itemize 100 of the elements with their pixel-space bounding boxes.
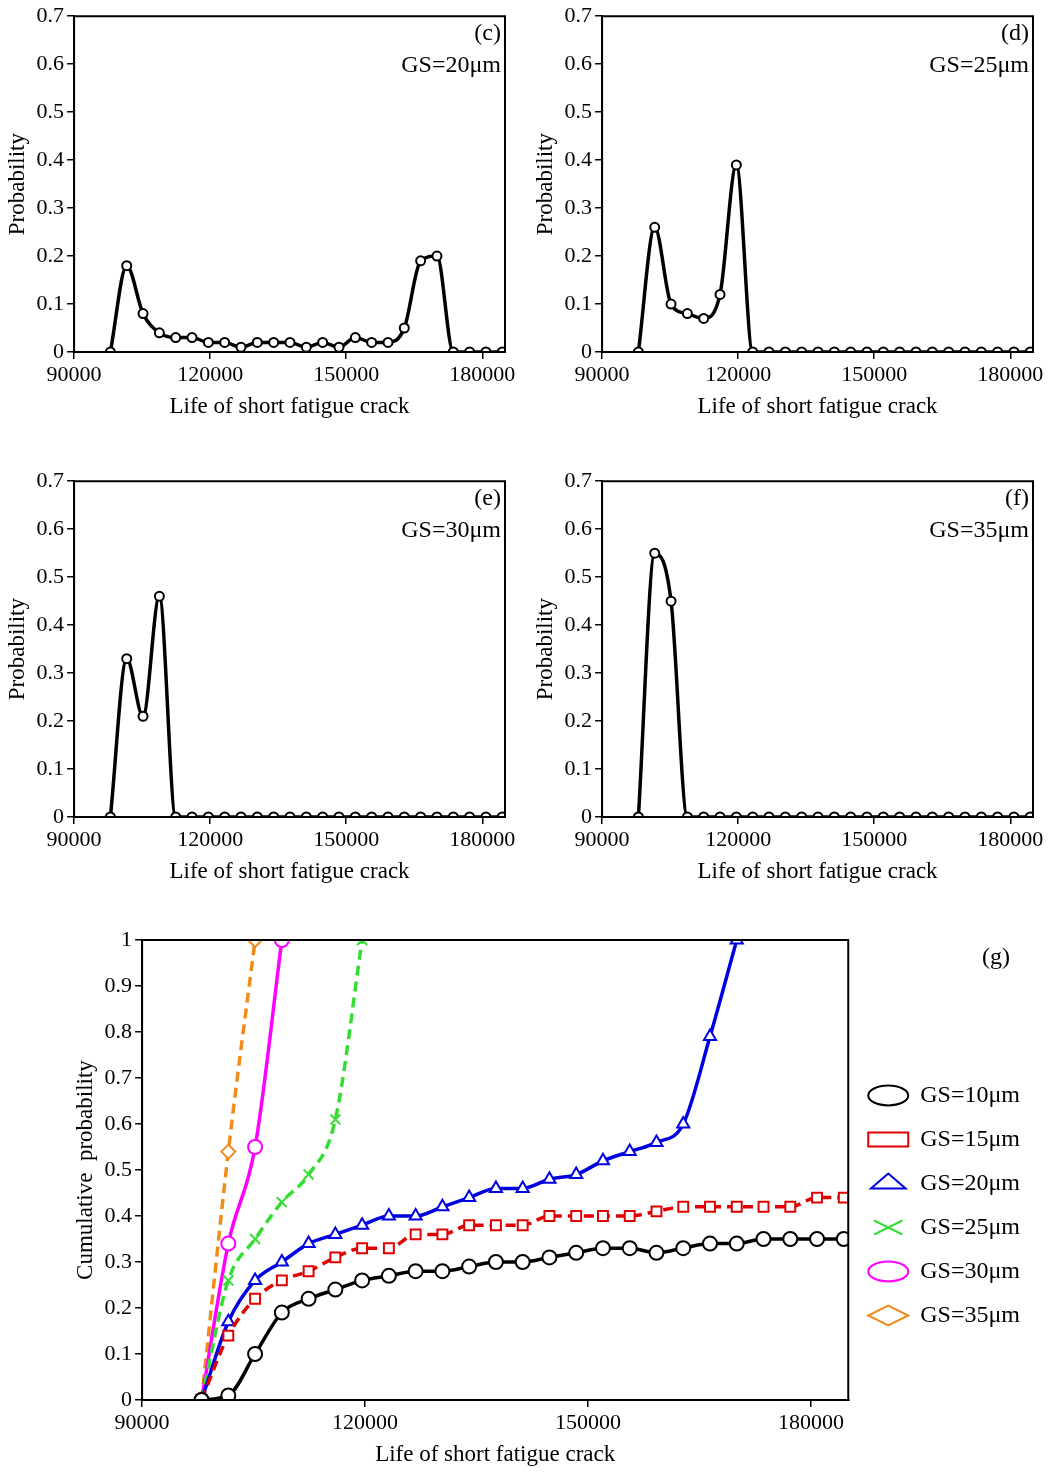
y-axis-title: Probability bbox=[3, 132, 29, 236]
point bbox=[462, 1189, 477, 1203]
legend-label: GS=20μm bbox=[920, 1168, 1021, 1195]
y-tick-label: 0.1 bbox=[104, 1339, 133, 1365]
y-tick-label: 0.5 bbox=[104, 1155, 133, 1181]
annotation: GS=25μm bbox=[929, 51, 1030, 78]
point bbox=[275, 1274, 288, 1287]
point bbox=[220, 1143, 237, 1160]
y-tick-label: 0.6 bbox=[104, 1109, 133, 1135]
point bbox=[516, 1219, 529, 1232]
x-tick-label: 180000 bbox=[977, 825, 1044, 851]
point bbox=[431, 250, 443, 262]
x-tick-label: 120000 bbox=[705, 825, 772, 851]
x-tick-label: 120000 bbox=[705, 360, 772, 386]
y-tick-label: 0.4 bbox=[104, 1201, 133, 1227]
point bbox=[702, 1028, 718, 1042]
y-tick-label: 0.5 bbox=[36, 562, 65, 588]
point bbox=[366, 336, 378, 348]
x-tick-label: 120000 bbox=[177, 825, 244, 851]
y-tick-label: 0.1 bbox=[564, 289, 593, 315]
y-tick-label: 0.6 bbox=[36, 514, 65, 540]
point bbox=[356, 1242, 369, 1255]
point bbox=[222, 1329, 235, 1342]
annotation: GS=30μm bbox=[401, 516, 502, 543]
y-tick-label: 0.2 bbox=[36, 241, 65, 267]
x-axis-title: Life of short fatigue crack bbox=[169, 858, 411, 884]
y-tick-label: 0.9 bbox=[104, 971, 133, 997]
point bbox=[381, 1208, 396, 1221]
y-tick-label: 0.7 bbox=[564, 466, 593, 492]
y-tick-label: 0.7 bbox=[104, 1063, 133, 1089]
point bbox=[649, 1134, 664, 1147]
y-tick-label: 0.1 bbox=[564, 754, 593, 780]
point bbox=[648, 1244, 665, 1261]
point bbox=[675, 1240, 692, 1257]
point bbox=[249, 1233, 262, 1245]
point bbox=[137, 308, 149, 320]
point bbox=[650, 1205, 663, 1218]
y-tick-label: 0 bbox=[581, 802, 593, 828]
point bbox=[461, 1258, 478, 1275]
x-tick-label: 150000 bbox=[841, 825, 908, 851]
y-tick-label: 0.6 bbox=[564, 49, 593, 75]
point bbox=[220, 1235, 237, 1252]
point bbox=[327, 1281, 344, 1298]
x-tick-label: 180000 bbox=[778, 1408, 845, 1434]
point bbox=[300, 341, 312, 352]
point bbox=[300, 1290, 317, 1307]
x-axis-title: Life of short fatigue crack bbox=[697, 393, 939, 419]
legend-label: GS=30μm bbox=[920, 1256, 1021, 1283]
point bbox=[317, 336, 329, 348]
point bbox=[219, 336, 231, 348]
y-tick-label: 1 bbox=[121, 925, 133, 951]
y-tick-label: 0.3 bbox=[36, 193, 65, 219]
x-tick-label: 90000 bbox=[46, 360, 102, 386]
point bbox=[333, 341, 345, 352]
point bbox=[782, 1231, 799, 1247]
point bbox=[463, 1219, 476, 1232]
point bbox=[568, 1244, 585, 1261]
point bbox=[380, 1267, 397, 1284]
y-tick-label: 0.2 bbox=[36, 706, 65, 732]
x-tick-label: 150000 bbox=[841, 360, 908, 386]
x-tick-label: 120000 bbox=[332, 1408, 399, 1434]
y-tick-label: 0.3 bbox=[104, 1247, 133, 1273]
point bbox=[382, 336, 394, 348]
annotation: (c) bbox=[474, 19, 501, 46]
point bbox=[757, 1200, 770, 1213]
point bbox=[301, 1235, 316, 1249]
point bbox=[249, 1292, 262, 1305]
x-axis-title: Life of short fatigue crack bbox=[375, 1441, 616, 1467]
point bbox=[784, 1200, 797, 1213]
point bbox=[436, 1228, 449, 1241]
y-tick-label: 0.5 bbox=[564, 562, 593, 588]
point bbox=[274, 1254, 289, 1267]
x-tick-label: 180000 bbox=[449, 825, 516, 851]
y-tick-label: 0.2 bbox=[104, 1293, 133, 1319]
point bbox=[328, 1226, 343, 1239]
annotation: GS=20μm bbox=[401, 51, 502, 78]
y-tick-label: 0 bbox=[53, 802, 65, 828]
point bbox=[649, 547, 661, 559]
point bbox=[622, 1143, 637, 1157]
x-tick-label: 90000 bbox=[574, 825, 630, 851]
point bbox=[665, 595, 677, 607]
point bbox=[329, 1251, 342, 1264]
point bbox=[186, 332, 198, 344]
point bbox=[153, 590, 165, 602]
x-tick-label: 90000 bbox=[114, 1408, 170, 1434]
point bbox=[487, 1254, 504, 1270]
point bbox=[623, 1210, 636, 1222]
point bbox=[434, 1263, 451, 1280]
y-tick-label: 0.7 bbox=[36, 466, 65, 492]
y-tick-label: 0.6 bbox=[564, 514, 593, 540]
y-tick-label: 0.4 bbox=[36, 145, 65, 171]
point bbox=[221, 1313, 236, 1327]
y-tick-label: 0.5 bbox=[564, 97, 593, 123]
point bbox=[676, 1116, 691, 1129]
point bbox=[329, 1113, 342, 1126]
point bbox=[621, 1240, 638, 1257]
legend-label: GS=15μm bbox=[920, 1124, 1021, 1151]
annotation: (f) bbox=[1005, 484, 1029, 511]
point bbox=[273, 1304, 290, 1321]
point bbox=[704, 1200, 716, 1213]
